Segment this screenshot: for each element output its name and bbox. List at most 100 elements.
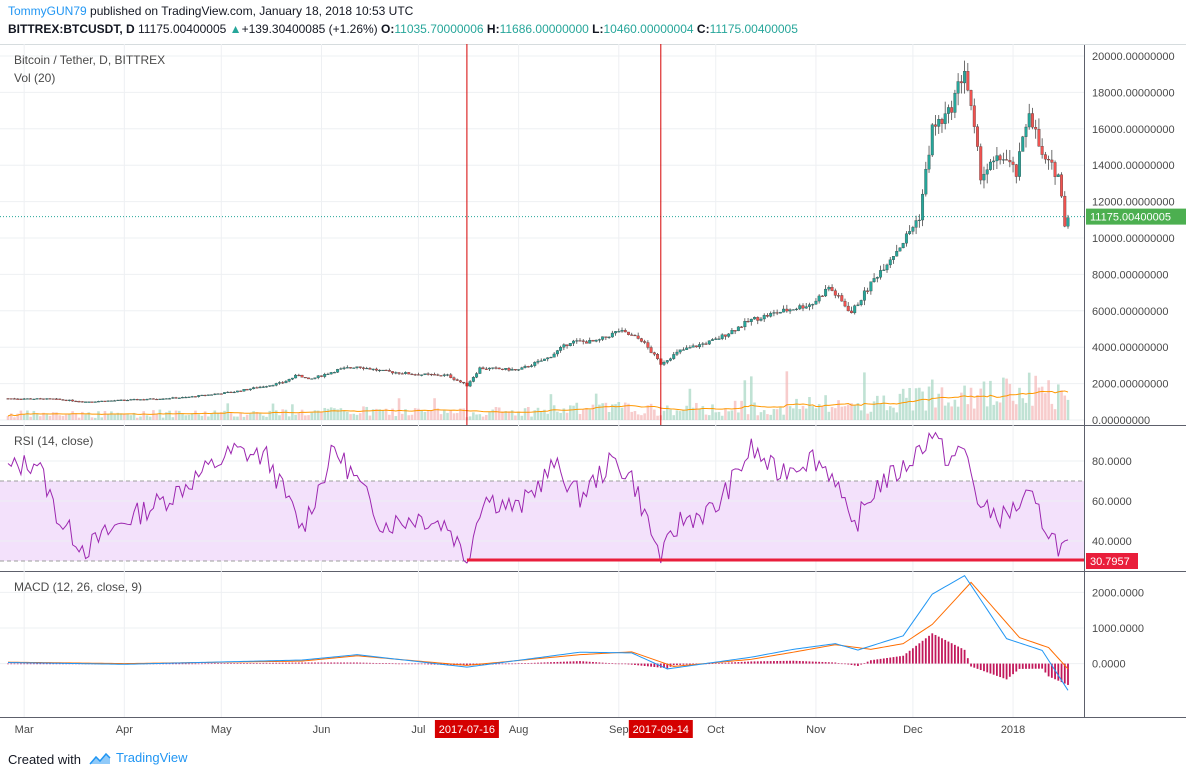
volume-bar <box>656 415 659 420</box>
macd-histogram-bar <box>640 663 643 666</box>
candle-body <box>892 256 895 260</box>
rsi-value-badge <box>1086 553 1138 569</box>
volume-bar <box>979 388 983 420</box>
volume-bar <box>323 407 327 420</box>
volume-bar <box>391 408 394 420</box>
volume-bar <box>274 410 278 420</box>
trading-chart[interactable]: Mar Apr May Jun Jul Aug Sep Oct Nov Dec 2018 0.0000… <box>0 44 1186 742</box>
candle-body <box>193 396 197 398</box>
macd-histogram-bar <box>562 661 565 664</box>
candle-body <box>743 321 747 328</box>
candle-body <box>669 358 672 361</box>
macd-histogram-bar <box>588 661 591 664</box>
candle-body <box>775 312 779 314</box>
macd-histogram-bar <box>834 662 837 664</box>
candle-body <box>51 398 55 400</box>
macd-histogram-bar <box>1028 663 1031 669</box>
candle-body <box>914 220 918 228</box>
volume-bar <box>116 412 120 420</box>
rsi-band <box>0 481 1084 561</box>
macd-histogram-bar <box>533 662 536 664</box>
candle-body <box>349 367 353 369</box>
volume-bar <box>446 412 449 420</box>
candle-body <box>77 401 81 403</box>
candle-body <box>303 377 307 379</box>
macd-histogram <box>7 633 1069 685</box>
candle-body <box>433 374 437 376</box>
volume-bar <box>468 416 472 420</box>
macd-histogram-bar <box>1005 663 1008 680</box>
volume-bar <box>388 414 391 420</box>
macd-histogram-bar <box>911 648 914 664</box>
rsi-tick-label: 80.0000 <box>1092 456 1132 468</box>
volume-bar <box>701 406 705 420</box>
candle-body <box>294 374 298 379</box>
tradingview-link[interactable]: TradingView <box>88 750 188 766</box>
candle-body <box>785 308 789 312</box>
macd-histogram-bar <box>582 661 585 664</box>
candle-body <box>436 374 440 376</box>
volume-bar <box>611 404 614 420</box>
candle-body <box>342 367 346 369</box>
macd-histogram-bar <box>501 663 504 665</box>
macd-histogram-bar <box>931 633 934 664</box>
volume-bar <box>420 410 423 420</box>
candle-body <box>963 71 967 84</box>
candle-body <box>90 401 94 403</box>
macd-histogram-bar <box>520 663 523 664</box>
volume-bar <box>507 411 511 420</box>
macd-histogram-bar <box>960 648 963 664</box>
author-link[interactable]: TommyGUN79 <box>8 4 87 18</box>
volume-bar <box>543 409 546 420</box>
candle-body <box>84 401 88 403</box>
macd-histogram-bar <box>617 663 620 665</box>
candle-body <box>64 399 68 401</box>
macd-histogram-bar <box>336 662 339 664</box>
volume-bar <box>404 409 407 420</box>
volume-bar <box>310 412 314 420</box>
candle-body <box>798 305 802 310</box>
candle-body <box>223 392 226 394</box>
macd-histogram-bar <box>908 650 911 664</box>
macd-histogram-bar <box>734 662 737 664</box>
volume-bar <box>249 413 252 420</box>
volume-bar <box>42 412 45 420</box>
volume-bar <box>617 401 621 420</box>
candle-body <box>219 393 223 395</box>
volume-bar <box>888 406 892 420</box>
volume-bar <box>737 412 740 420</box>
volume-bar <box>976 395 979 420</box>
volume-bar <box>417 408 420 420</box>
candle-body <box>969 89 973 106</box>
volume-bar <box>161 417 165 420</box>
candle-body <box>501 368 504 370</box>
volume-bar <box>662 410 666 420</box>
volume-bar <box>439 414 443 420</box>
volume-bar <box>614 404 617 420</box>
macd-histogram-bar <box>362 662 365 664</box>
volume-bar <box>1002 377 1005 420</box>
volume-bar <box>846 404 850 420</box>
volume-bar <box>698 408 701 420</box>
macd-histogram-bar <box>944 639 947 664</box>
volume-bar <box>804 408 808 420</box>
candle-body <box>982 173 986 181</box>
volume-bar <box>1063 395 1067 420</box>
volume-bar <box>856 403 860 420</box>
volume-bar <box>371 409 375 420</box>
volume-bar <box>1053 409 1057 420</box>
volume-bar <box>966 404 970 420</box>
candle-body <box>45 398 49 400</box>
candle-body <box>109 400 113 402</box>
volume-bar <box>895 412 899 420</box>
candle-body <box>407 372 411 375</box>
candle-body <box>290 377 294 380</box>
macd-histogram-bar <box>26 663 29 665</box>
volume-bar <box>355 414 359 420</box>
volume-bar <box>64 414 68 420</box>
low-value: 10460.00000004 <box>603 22 694 36</box>
macd-histogram-bar <box>462 663 465 666</box>
volume-bar <box>869 411 873 420</box>
candle-body <box>494 367 498 369</box>
volume-bar <box>349 414 352 420</box>
